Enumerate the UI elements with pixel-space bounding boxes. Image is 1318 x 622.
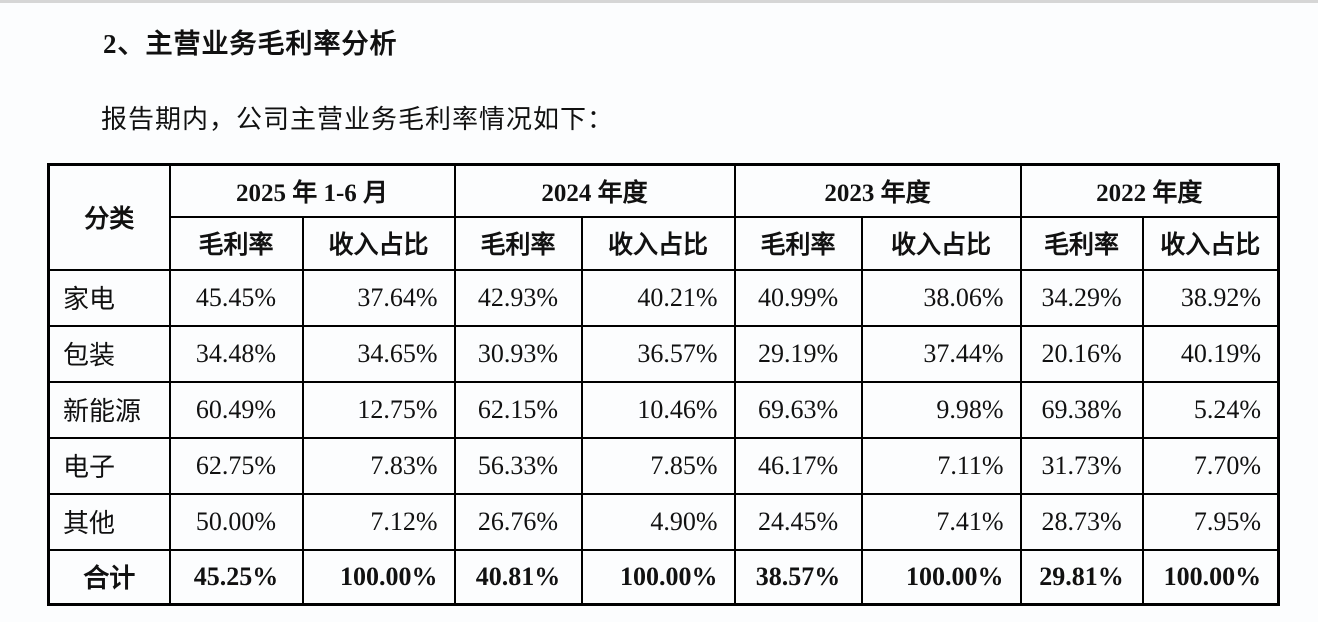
- cell-revenue-share: 40.19%: [1141, 324, 1280, 383]
- cell-revenue-share: 7.70%: [1141, 436, 1280, 495]
- cell-gross-margin: 38.57%: [733, 548, 863, 606]
- cell-gross-margin: 29.81%: [1019, 548, 1144, 606]
- cell-gross-margin: 42.93%: [453, 268, 583, 327]
- cell-gross-margin: 30.93%: [453, 324, 583, 383]
- cell-category: 电子: [47, 436, 171, 495]
- header-period-2025h1: 2025 年 1-6 月: [168, 163, 456, 218]
- cell-gross-margin: 26.76%: [453, 492, 583, 551]
- cell-gross-margin: 45.45%: [168, 268, 304, 327]
- subheader-gross-margin: 毛利率: [733, 215, 863, 271]
- cell-revenue-share: 7.12%: [301, 492, 456, 551]
- row-others: 其他 50.00% 7.12% 26.76% 4.90% 24.45% 7.41…: [47, 492, 1280, 551]
- cell-gross-margin: 20.16%: [1019, 324, 1144, 383]
- cell-revenue-share: 100.00%: [860, 548, 1022, 606]
- cell-gross-margin: 24.45%: [733, 492, 863, 551]
- cell-gross-margin: 34.29%: [1019, 268, 1144, 327]
- section-title: 2、主营业务毛利率分析: [103, 29, 398, 59]
- cell-gross-margin: 62.15%: [453, 380, 583, 439]
- cell-gross-margin: 69.63%: [733, 380, 863, 439]
- cell-revenue-share: 5.24%: [1141, 380, 1280, 439]
- top-edge-strip: [0, 0, 1318, 3]
- cell-gross-margin: 29.19%: [733, 324, 863, 383]
- cell-category: 包装: [47, 324, 171, 383]
- cell-gross-margin: 45.25%: [168, 548, 304, 606]
- cell-revenue-share: 9.98%: [860, 380, 1022, 439]
- cell-revenue-share: 100.00%: [580, 548, 736, 606]
- cell-gross-margin: 56.33%: [453, 436, 583, 495]
- subheader-revenue-share: 收入占比: [301, 215, 456, 271]
- header-category: 分类: [47, 163, 171, 271]
- header-period-2023: 2023 年度: [733, 163, 1022, 218]
- cell-revenue-share: 7.83%: [301, 436, 456, 495]
- header-period-2022: 2022 年度: [1019, 163, 1280, 218]
- cell-revenue-share: 100.00%: [1141, 548, 1280, 606]
- cell-revenue-share: 7.41%: [860, 492, 1022, 551]
- cell-gross-margin: 50.00%: [168, 492, 304, 551]
- subheader-revenue-share: 收入占比: [580, 215, 736, 271]
- row-packaging: 包装 34.48% 34.65% 30.93% 36.57% 29.19% 37…: [47, 324, 1280, 383]
- subheader-revenue-share: 收入占比: [1141, 215, 1280, 271]
- cell-revenue-share: 38.92%: [1141, 268, 1280, 327]
- row-new-energy: 新能源 60.49% 12.75% 62.15% 10.46% 69.63% 9…: [47, 380, 1280, 439]
- cell-category: 其他: [47, 492, 171, 551]
- cell-revenue-share: 34.65%: [301, 324, 456, 383]
- intro-paragraph: 报告期内，公司主营业务毛利率情况如下：: [101, 105, 615, 134]
- cell-gross-margin: 62.75%: [168, 436, 304, 495]
- cell-revenue-share: 38.06%: [860, 268, 1022, 327]
- row-electronics: 电子 62.75% 7.83% 56.33% 7.85% 46.17% 7.11…: [47, 436, 1280, 495]
- cell-gross-margin: 60.49%: [168, 380, 304, 439]
- cell-category: 新能源: [47, 380, 171, 439]
- cell-revenue-share: 36.57%: [580, 324, 736, 383]
- cell-gross-margin: 69.38%: [1019, 380, 1144, 439]
- cell-category: 合计: [47, 548, 171, 606]
- cell-revenue-share: 7.95%: [1141, 492, 1280, 551]
- cell-revenue-share: 4.90%: [580, 492, 736, 551]
- cell-revenue-share: 37.44%: [860, 324, 1022, 383]
- cell-revenue-share: 100.00%: [301, 548, 456, 606]
- subheader-gross-margin: 毛利率: [453, 215, 583, 271]
- row-total: 合计 45.25% 100.00% 40.81% 100.00% 38.57% …: [47, 548, 1280, 606]
- cell-revenue-share: 40.21%: [580, 268, 736, 327]
- cell-revenue-share: 10.46%: [580, 380, 736, 439]
- cell-gross-margin: 40.99%: [733, 268, 863, 327]
- cell-gross-margin: 34.48%: [168, 324, 304, 383]
- subheader-gross-margin: 毛利率: [168, 215, 304, 271]
- cell-gross-margin: 40.81%: [453, 548, 583, 606]
- cell-revenue-share: 37.64%: [301, 268, 456, 327]
- cell-gross-margin: 28.73%: [1019, 492, 1144, 551]
- subheader-revenue-share: 收入占比: [860, 215, 1022, 271]
- subheader-gross-margin: 毛利率: [1019, 215, 1144, 271]
- row-home-appliances: 家电 45.45% 37.64% 42.93% 40.21% 40.99% 38…: [47, 268, 1280, 327]
- cell-category: 家电: [47, 268, 171, 327]
- cell-gross-margin: 46.17%: [733, 436, 863, 495]
- cell-revenue-share: 7.11%: [860, 436, 1022, 495]
- header-period-2024: 2024 年度: [453, 163, 736, 218]
- cell-revenue-share: 7.85%: [580, 436, 736, 495]
- gross-margin-table: 分类 2025 年 1-6 月 2024 年度 2023 年度 2022 年度 …: [47, 163, 1281, 606]
- cell-revenue-share: 12.75%: [301, 380, 456, 439]
- cell-gross-margin: 31.73%: [1019, 436, 1144, 495]
